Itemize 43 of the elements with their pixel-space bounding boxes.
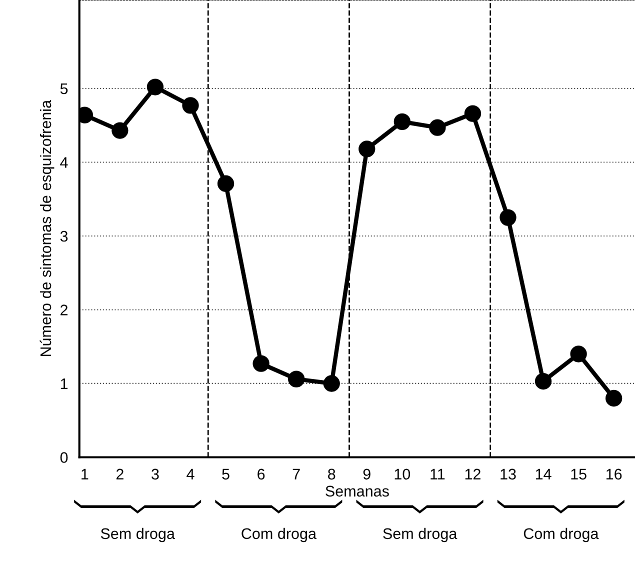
x-tick-label: 9 [363,468,370,480]
point [394,113,410,130]
x-tick-label: 2 [116,468,124,480]
y-tick-label: 2 [60,304,68,316]
text: Com droga [524,528,599,542]
point [252,355,270,372]
point [358,140,376,158]
y-tick-label: 1 [60,378,68,390]
x-tick-label: 5 [222,468,230,480]
x-tick-label: 16 [606,468,622,480]
x-tick-label: 7 [292,468,300,480]
x-tick-label: 3 [152,468,159,480]
x-tick-label: 10 [394,468,410,480]
x-tick-label: 12 [465,468,480,480]
point [606,390,622,407]
point [429,119,446,136]
y-axis-title: Número de sintomas de esquizofrenia [40,100,54,356]
x-tick-label: 11 [430,468,445,480]
x-tick-label: 1 [82,468,88,480]
point [146,78,164,96]
x-tick-label: 14 [536,468,552,480]
point [570,346,587,362]
point [534,372,552,390]
x-tick-label: 8 [328,468,336,480]
point [500,209,516,226]
x-tick-label: 15 [571,468,586,480]
x-axis-title: Semanas [326,486,389,497]
point [288,370,305,388]
text: Sem droga [383,528,458,542]
x-tick-label: 4 [186,468,194,480]
y-tick-label: 5 [60,84,68,94]
point [464,105,482,122]
y-tick-label: 4 [60,157,68,168]
y-tick-label: 0 [60,452,68,463]
y-tick-label: 3 [60,230,68,242]
text: Com droga [242,528,316,542]
point [112,122,128,139]
point [323,375,340,392]
point [182,97,199,114]
x-tick-label: 6 [258,468,265,480]
x-tick-label: 13 [500,468,516,480]
point [217,175,234,192]
text: Sem droga [100,528,175,542]
